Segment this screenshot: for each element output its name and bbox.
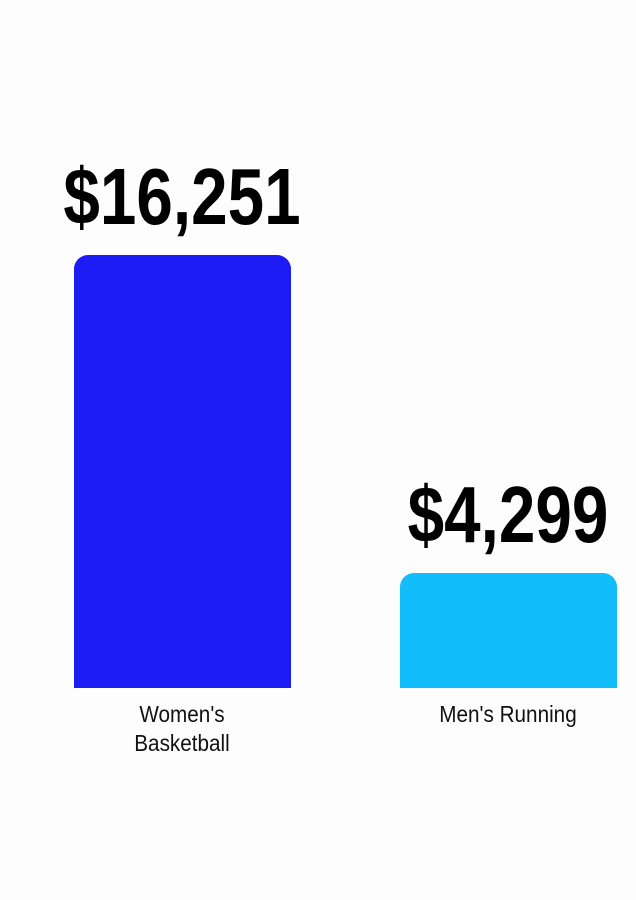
category-label: Women's Basketball bbox=[134, 701, 230, 756]
category-label: Men's Running bbox=[439, 701, 577, 727]
value-label: $16,251 bbox=[63, 152, 301, 241]
bar bbox=[73, 255, 291, 688]
bar bbox=[399, 573, 617, 688]
value-label: $4,299 bbox=[407, 470, 609, 560]
